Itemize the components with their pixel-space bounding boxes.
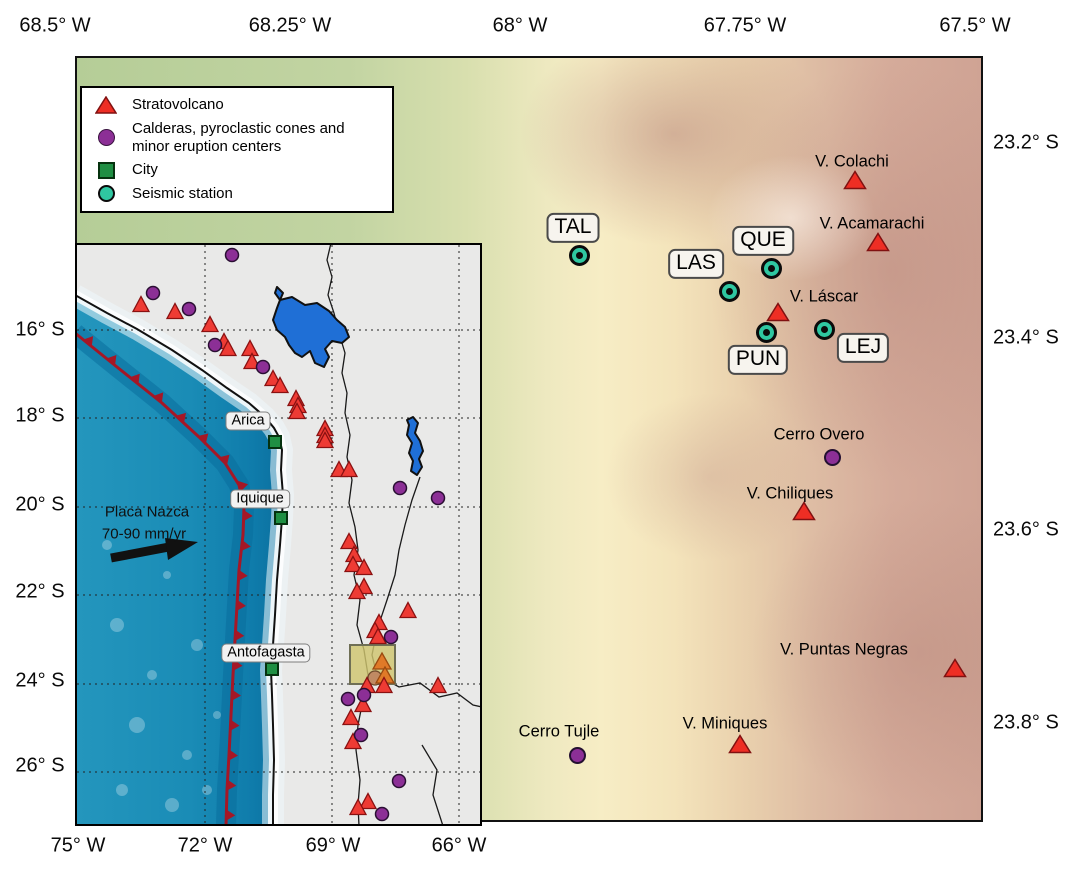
- volcano-name-label: V. Chiliques: [746, 484, 834, 503]
- inset-overlay: Placa Nazca 70-90 mm/yr Arica Iquique Anto…: [77, 245, 480, 824]
- city-label-Iquique: Iquique: [230, 489, 290, 509]
- stratovolcano-marker: [766, 302, 790, 322]
- top-axis-tick-label: 67.75° W: [703, 14, 787, 37]
- eruption-center-name-label: Cerro Tujle: [518, 722, 600, 741]
- city-label-Arica: Arica: [225, 411, 271, 431]
- inset-left-axis-tick-label: 24° S: [15, 669, 65, 692]
- station-label-TAL: TAL: [546, 212, 600, 244]
- stratovolcano-marker: [843, 170, 867, 190]
- top-axis-tick-label: 68° W: [492, 14, 548, 37]
- stratovolcano-icon: [90, 96, 122, 114]
- legend-label: City: [132, 161, 158, 179]
- volcano-name-label: V. Puntas Negras: [780, 640, 908, 659]
- inset-bottom-axis-tick-label: 72° W: [177, 834, 233, 857]
- inset-left-axis-tick-label: 26° S: [15, 754, 65, 777]
- legend-label: Calderas, pyroclastic cones and minor er…: [132, 120, 345, 155]
- seismic-station-marker-LEJ: [813, 318, 835, 340]
- stratovolcano-marker: [866, 232, 890, 252]
- legend-item-city: City: [90, 161, 382, 179]
- inset-bottom-axis-tick-label: 69° W: [305, 834, 361, 857]
- triangle-shape: [792, 501, 816, 521]
- station-label-QUE: QUE: [732, 225, 794, 257]
- top-axis-tick-label: 68.5° W: [19, 14, 91, 37]
- inset-map: Placa Nazca 70-90 mm/yr Arica Iquique Anto…: [75, 243, 482, 826]
- eruption-center-name-label: Cerro Overo: [773, 425, 865, 444]
- station-label-PUN: PUN: [727, 344, 789, 376]
- top-axis-tick-label: 67.5° W: [939, 14, 1011, 37]
- inset-left-axis-tick-label: 18° S: [15, 404, 65, 427]
- plate-rate-label: 70-90 mm/yr: [101, 525, 187, 543]
- legend: Stratovolcano Calderas, pyroclastic cone…: [80, 86, 394, 213]
- legend-item-calderas: Calderas, pyroclastic cones and minor er…: [90, 120, 382, 155]
- plate-name-label: Placa Nazca: [104, 503, 190, 521]
- city-icon: [90, 161, 122, 179]
- caldera-icon: [90, 129, 122, 147]
- seismic-station-marker-PUN: [755, 321, 777, 343]
- eruption-center-marker: [823, 448, 841, 466]
- seismic-station-marker-QUE: [760, 257, 782, 279]
- station-label-LAS: LAS: [668, 248, 724, 280]
- seismic-station-marker-TAL: [568, 244, 590, 266]
- right-axis-tick-label: 23.2° S: [993, 131, 1059, 154]
- legend-label: Stratovolcano: [132, 96, 224, 114]
- right-axis-tick-label: 23.4° S: [993, 326, 1059, 349]
- volcano-name-label: V. Láscar: [789, 287, 859, 306]
- volcano-name-label: V. Acamarachi: [819, 214, 925, 233]
- station-label-LEJ: LEJ: [836, 332, 890, 364]
- volcano-name-label: V. Miniques: [682, 714, 768, 733]
- city-label-Antofagasta: Antofagasta: [221, 643, 311, 663]
- right-axis-tick-label: 23.8° S: [993, 711, 1059, 734]
- seismic-station-marker-LAS: [718, 280, 740, 302]
- seismic-station-icon: [90, 185, 122, 203]
- triangle-shape: [728, 734, 752, 754]
- legend-label: Seismic station: [132, 185, 233, 203]
- triangle-shape: [766, 302, 790, 322]
- inset-left-axis-tick-label: 16° S: [15, 318, 65, 341]
- right-axis-tick-label: 23.6° S: [993, 518, 1059, 541]
- legend-item-stratovolcano: Stratovolcano: [90, 96, 382, 114]
- eruption-center-marker: [568, 746, 586, 764]
- inset-bottom-axis-tick-label: 75° W: [50, 834, 106, 857]
- top-axis-tick-label: 68.25° W: [248, 14, 332, 37]
- map-markers-layer: TAL QUE LAS PUN LEJ V. Colachi V. Acamarachi V.…: [77, 58, 981, 820]
- inset-left-axis-tick-label: 20° S: [15, 493, 65, 516]
- volcano-name-label: V. Colachi: [815, 152, 889, 171]
- stratovolcano-marker: [728, 734, 752, 754]
- inset-bottom-axis-tick-label: 66° W: [431, 834, 487, 857]
- triangle-shape: [843, 170, 867, 190]
- legend-item-seismic-station: Seismic station: [90, 185, 382, 203]
- stratovolcano-marker: [792, 501, 816, 521]
- triangle-shape: [943, 658, 967, 678]
- triangle-shape: [866, 232, 890, 252]
- inset-left-axis-tick-label: 22° S: [15, 580, 65, 603]
- stratovolcano-marker: [943, 658, 967, 678]
